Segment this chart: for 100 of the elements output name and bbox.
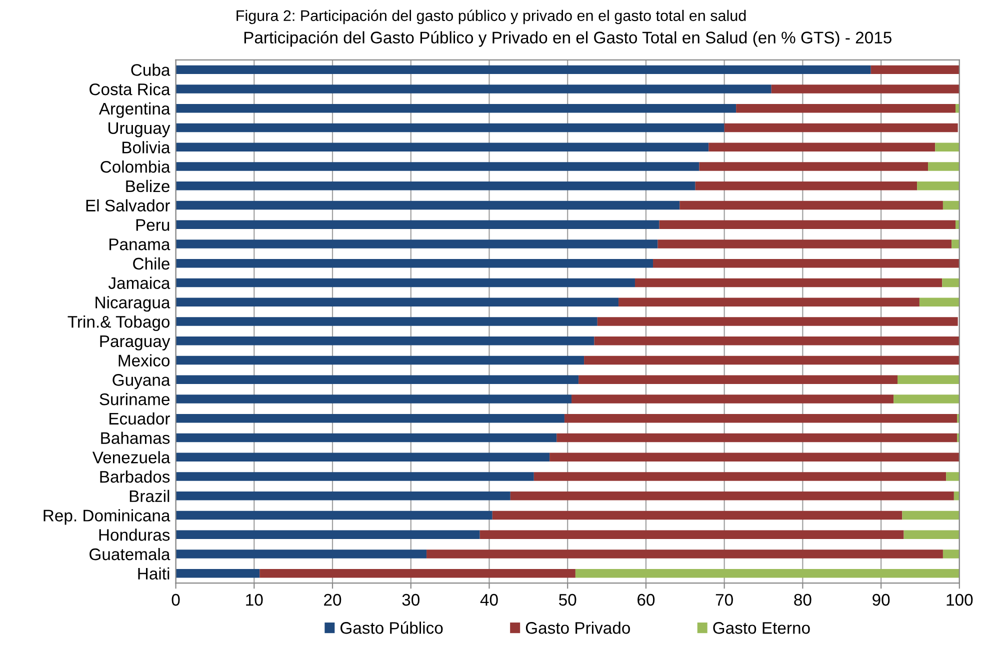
bar [575,569,960,578]
y-tick-label: Honduras [99,528,170,541]
y-tick-label: Bolivia [122,141,170,154]
bar [260,569,576,578]
bar [935,142,960,152]
bar [176,84,772,94]
bar [578,375,898,384]
y-tick-label: Guatemala [90,548,170,560]
bar [176,394,572,404]
bar [176,259,654,268]
bar [176,550,427,558]
bar [176,123,724,132]
y-tick-label: El Salvador [86,199,170,212]
x-tick-label: 80 [794,594,812,606]
bar [680,200,943,210]
bar [176,472,534,481]
bar [176,510,492,520]
y-tick-label: Trin.& Tobago [68,315,170,332]
bar [176,569,260,578]
bar [176,375,579,384]
bar [954,492,960,500]
legend-label: Gasto Público [340,621,443,634]
bar [572,394,894,404]
bar [771,84,960,94]
x-tick-label: 90 [872,594,890,606]
y-tick-label: Ecuador [110,412,170,425]
bar [695,182,918,190]
legend-label: Gasto Privado [526,622,630,634]
legend-label: Gasto Eterno [713,622,810,634]
bar [176,220,660,230]
bar [928,162,960,171]
y-tick-label: Colombia [100,160,170,173]
bar [699,162,928,171]
y-tick-label: Panama [110,238,170,250]
bar [426,550,943,558]
bar [736,104,956,113]
bar [510,492,954,500]
bar [597,317,958,326]
y-tick-label: Guyana [112,374,170,390]
y-tick-label: Mexico [118,354,170,366]
bar [176,492,510,500]
bar [564,414,958,423]
x-tick-label: 100 [946,594,973,606]
bar [952,240,960,248]
y-tick-label: Haiti [138,567,170,580]
x-tick-label: 0 [172,594,180,606]
bar [618,298,920,307]
bar [176,530,480,540]
bar [176,65,871,74]
bar [176,200,680,210]
y-tick-label: Chile [133,257,170,270]
bar [946,472,960,481]
bar [708,142,936,152]
bar [904,530,960,540]
x-tick-label: 20 [324,594,342,606]
bar [955,104,960,113]
bar [724,123,958,132]
bar [659,220,956,230]
bar [176,452,550,462]
bar [176,317,598,326]
bar [534,472,946,481]
bar [176,433,557,442]
bar [176,356,584,365]
x-tick-label: 60 [638,594,655,606]
y-tick-label: Peru [136,219,170,231]
bar [176,104,736,113]
y-tick-label: Costa Rica [90,83,170,96]
bar [550,452,960,462]
bar [176,278,635,288]
bar [634,278,942,288]
bar [902,510,960,520]
bar [898,375,960,384]
bar [176,182,696,190]
bar [176,240,658,248]
bar [653,259,960,268]
bar [942,278,960,288]
bar [176,336,594,346]
y-tick-label: Brazil [130,490,170,502]
bar [492,510,902,520]
y-tick-label: Suriname [100,392,170,406]
y-tick-label: Belize [126,180,170,192]
y-tick-label: Nicaragua [96,296,170,312]
y-tick-label: Venezuela [92,451,170,464]
y-tick-label: Rep. Dominicana [44,509,170,525]
x-tick-label: 70 [716,594,733,606]
text: Figura 2: Participación del gasto público y privado en el gasto total en salud [236,10,746,24]
bar [584,356,960,365]
bar [176,162,700,171]
x-tick-label: 10 [246,594,263,606]
bar [942,550,960,558]
y-tick-label: Argentina [98,102,170,118]
chart-title: Participación del Gasto Público y Privado en el Gasto Total en Salud (en % GTS) - 2015 [244,31,892,47]
y-tick-label: Cuba [131,64,170,76]
bar [894,394,960,404]
y-tick-label: Barbados [100,470,170,483]
bar [658,240,952,248]
y-tick-label: Jamaica [108,276,170,289]
bar [919,298,960,307]
bar [870,65,960,74]
bar [556,433,958,442]
